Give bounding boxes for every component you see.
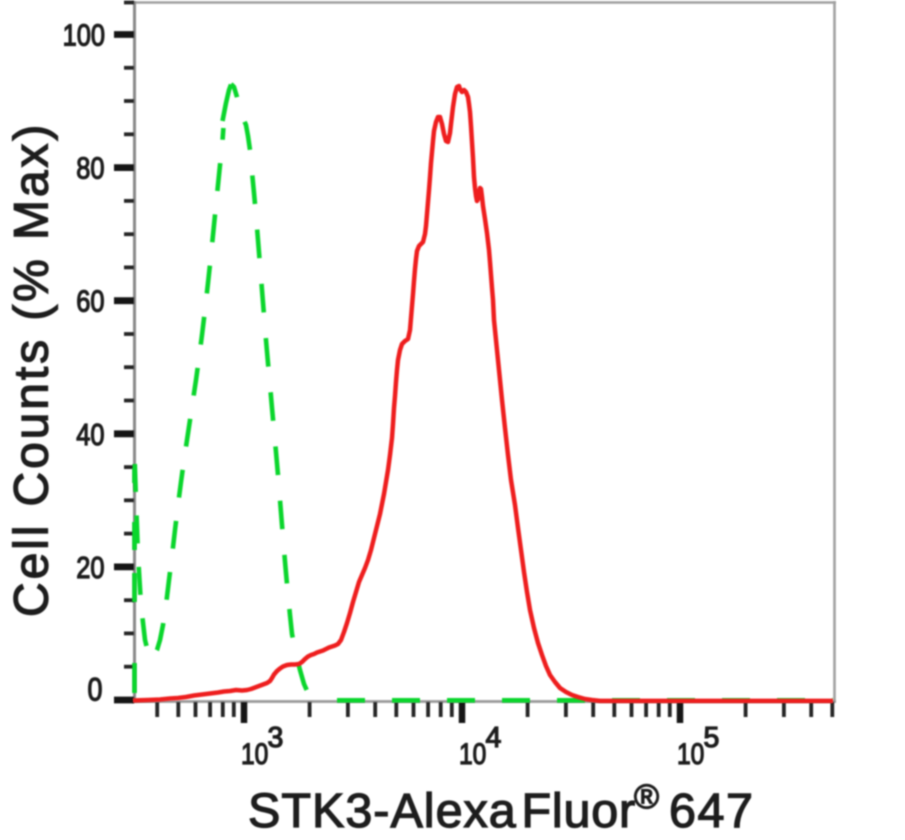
- svg-text:10: 10: [459, 737, 486, 771]
- svg-text:0: 0: [88, 672, 103, 708]
- svg-text:3: 3: [268, 722, 284, 754]
- svg-text:10: 10: [241, 737, 268, 771]
- svg-text:®: ®: [634, 778, 659, 816]
- svg-text:60: 60: [76, 284, 104, 319]
- svg-text:10: 10: [677, 737, 704, 771]
- svg-text:5: 5: [704, 722, 720, 754]
- svg-text:4: 4: [486, 722, 502, 754]
- svg-text:80: 80: [76, 151, 104, 186]
- svg-text:647: 647: [669, 784, 754, 838]
- svg-text:Fluor: Fluor: [522, 784, 637, 838]
- svg-text:100: 100: [63, 18, 105, 53]
- svg-text:Cell Counts (% Max): Cell Counts (% Max): [6, 122, 59, 617]
- svg-text:20: 20: [76, 551, 104, 586]
- svg-text:40: 40: [76, 417, 104, 452]
- svg-text:STK3-Alexa: STK3-Alexa: [248, 784, 517, 838]
